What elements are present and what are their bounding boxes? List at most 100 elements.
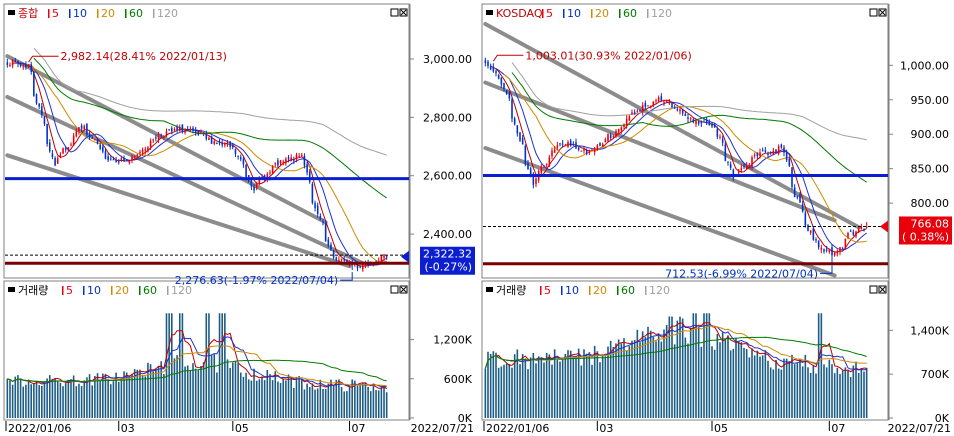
low-marker: [820, 265, 833, 274]
candle-body: [149, 141, 152, 147]
candle-body: [849, 230, 852, 232]
volume-bar: [133, 369, 136, 418]
volume-bar: [620, 343, 623, 418]
volume-bar: [96, 373, 99, 418]
maximize-icon[interactable]: [869, 8, 878, 17]
candle-body: [242, 159, 245, 165]
volume-bar: [711, 346, 713, 418]
candle-body: [335, 257, 338, 260]
candle-body: [716, 129, 719, 137]
volume-bar: [348, 385, 351, 418]
volume-bar: [308, 387, 311, 418]
volume-bar: [221, 313, 223, 418]
volume-bar: [80, 386, 83, 418]
trend-channel-line: [483, 80, 837, 223]
candle-body: [559, 143, 561, 145]
candle-body: [687, 117, 689, 119]
candle-body: [208, 137, 210, 140]
volume-bar: [833, 373, 836, 418]
price-tick-label: 3,000.00: [423, 53, 472, 66]
volume-tick-label: 0K: [458, 412, 473, 425]
panel-menu-icon[interactable]: [8, 287, 15, 292]
volume-bar: [287, 374, 290, 418]
candle-body: [847, 232, 849, 238]
panel-menu-icon[interactable]: [486, 10, 493, 15]
volume-bar: [330, 379, 332, 418]
candles: [6, 57, 388, 272]
ma5-legend-label: 5: [546, 7, 553, 20]
volume-bar: [716, 333, 719, 418]
volume-bar: [639, 342, 641, 418]
volume-bar: [293, 387, 295, 418]
candle-body: [812, 228, 815, 240]
maximize-icon[interactable]: [390, 8, 399, 17]
volume-bar: [171, 313, 173, 418]
candle-body: [141, 149, 144, 153]
candle-body: [689, 118, 692, 120]
price-tick-label: 1,000.00: [900, 59, 949, 72]
volume-bar: [713, 349, 716, 418]
candle-body: [181, 124, 184, 132]
candle-body: [729, 163, 732, 168]
volume-bar: [492, 351, 495, 418]
volume-bar: [314, 389, 316, 418]
candle-body: [633, 112, 636, 115]
candle-body: [205, 133, 208, 139]
candle-body: [285, 158, 287, 164]
candle-body: [171, 128, 173, 132]
ma5-legend-label: 5: [66, 284, 73, 297]
candle-body: [503, 83, 505, 90]
candle-body: [553, 149, 556, 153]
volume-bar: [505, 363, 508, 418]
ma5-legend-label: 5: [544, 284, 551, 297]
last-value-pointer: [401, 250, 409, 263]
maximize-icon[interactable]: [869, 285, 878, 294]
candle-body: [676, 109, 679, 111]
price-plot-frame: [3, 3, 410, 279]
candle-body: [383, 254, 385, 258]
price-tick-label: 2,800.00: [423, 111, 472, 124]
candle-body: [165, 131, 168, 136]
volume-bar: [30, 384, 32, 418]
maximize-icon[interactable]: [390, 285, 399, 294]
candle-body: [56, 158, 59, 164]
candle-body: [168, 129, 170, 131]
candle-body: [783, 147, 785, 153]
volume-bar: [767, 360, 769, 418]
candle-body: [727, 161, 729, 163]
volume-bar: [163, 374, 165, 418]
candle-body: [139, 151, 141, 153]
volume-tick-label: 600K: [444, 373, 473, 386]
ma120-legend-label: 120: [649, 284, 670, 297]
volume-bar: [585, 353, 588, 418]
volume-bar: [197, 370, 200, 418]
candle-body: [308, 171, 311, 182]
volume-bar: [801, 366, 804, 418]
candle-body: [6, 62, 9, 65]
ma10-legend-label: 10: [87, 284, 101, 297]
volume-ma60-line: [484, 336, 867, 369]
candle-body: [719, 136, 721, 138]
candle-body: [540, 166, 543, 173]
candle-body: [88, 134, 91, 137]
ma-legend-swatch: [647, 9, 649, 18]
candle-body: [86, 123, 88, 135]
ma-legend-swatch: [563, 9, 565, 18]
candle-body: [277, 160, 279, 166]
last-value-box: [420, 246, 475, 275]
volume-bar: [200, 365, 202, 418]
candle-body: [833, 252, 836, 256]
candle-body: [192, 127, 194, 131]
last-value-pointer: [880, 220, 888, 233]
volume-bars: [6, 313, 388, 418]
panel-menu-icon[interactable]: [486, 287, 493, 292]
panel-menu-icon[interactable]: [8, 10, 15, 15]
candle-body: [625, 118, 628, 126]
volume-bar: [575, 357, 577, 418]
close-icon-x: [879, 286, 886, 293]
volume-bar: [104, 373, 107, 418]
candle-body: [380, 255, 383, 263]
volume-bar: [160, 361, 162, 418]
candle-body: [785, 152, 788, 161]
volume-bar: [527, 369, 529, 418]
